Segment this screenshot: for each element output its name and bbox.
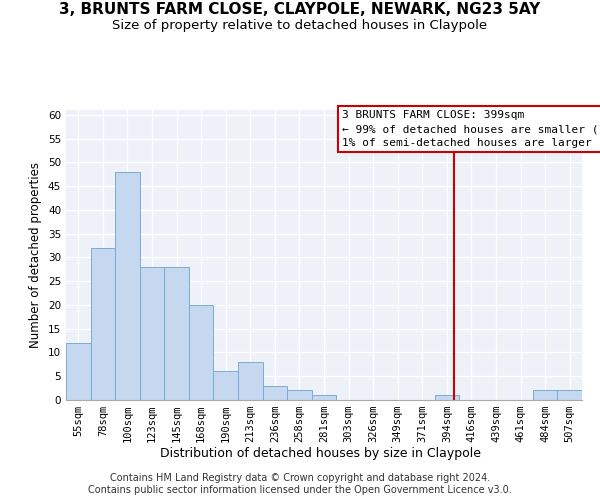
Bar <box>164 267 189 400</box>
Text: Contains HM Land Registry data © Crown copyright and database right 2024.
Contai: Contains HM Land Registry data © Crown c… <box>88 474 512 495</box>
Text: Distribution of detached houses by size in Claypole: Distribution of detached houses by size … <box>161 448 482 460</box>
Bar <box>434 395 459 400</box>
Bar <box>115 172 140 400</box>
Bar <box>557 390 582 400</box>
Bar <box>263 386 287 400</box>
Bar <box>189 305 214 400</box>
Text: Size of property relative to detached houses in Claypole: Size of property relative to detached ho… <box>112 18 488 32</box>
Bar <box>140 267 164 400</box>
Bar <box>91 248 115 400</box>
Bar <box>533 390 557 400</box>
Bar <box>214 372 238 400</box>
Bar <box>312 395 336 400</box>
Text: 3, BRUNTS FARM CLOSE, CLAYPOLE, NEWARK, NG23 5AY: 3, BRUNTS FARM CLOSE, CLAYPOLE, NEWARK, … <box>59 2 541 18</box>
Text: 3 BRUNTS FARM CLOSE: 399sqm
← 99% of detached houses are smaller (160)
1% of sem: 3 BRUNTS FARM CLOSE: 399sqm ← 99% of det… <box>342 110 600 148</box>
Bar <box>238 362 263 400</box>
Bar <box>66 343 91 400</box>
Bar <box>287 390 312 400</box>
Y-axis label: Number of detached properties: Number of detached properties <box>29 162 43 348</box>
